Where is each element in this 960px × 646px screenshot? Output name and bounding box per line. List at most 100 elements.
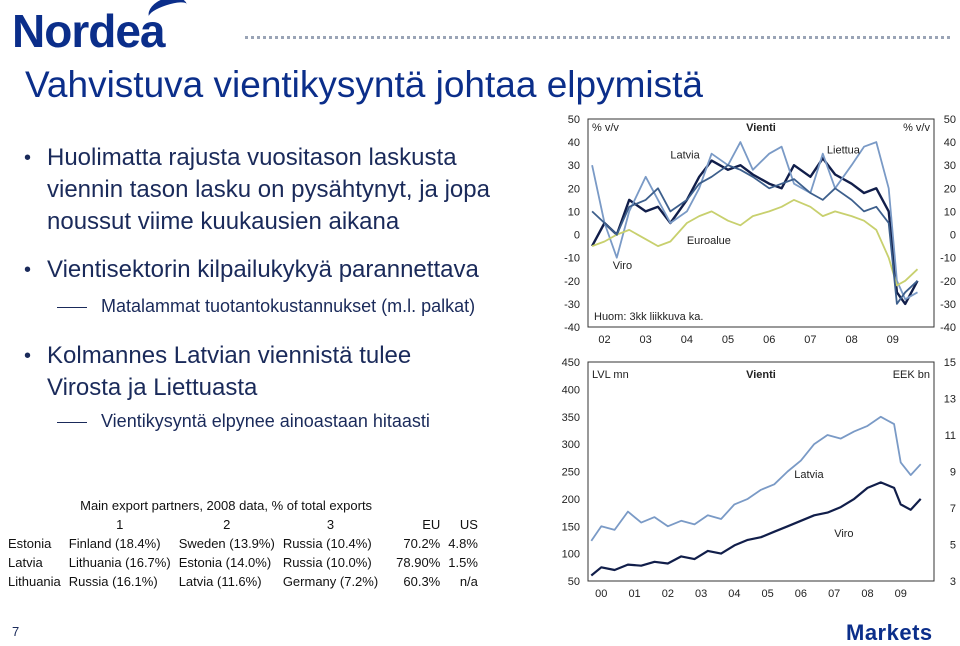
table-cell: Estonia (14.0%)	[178, 555, 272, 570]
table-header: 3	[326, 517, 335, 532]
chart1-ytick-left: 40	[568, 137, 580, 149]
chart1-series-label: Euroalue	[687, 235, 731, 247]
chart2-ytick-right: 3	[950, 576, 956, 588]
header-divider	[245, 36, 950, 39]
table-row: Lithuania Russia (16.1%) Latvia (11.6%) …	[4, 572, 482, 591]
chart1-series-label: Viro	[613, 260, 632, 272]
chart1-ytick-right: 20	[944, 183, 956, 195]
table-cell: 4.8%	[448, 536, 478, 551]
chart2-xtick: 04	[728, 588, 740, 600]
chart1-xtick: 08	[845, 334, 857, 346]
chart1-ytick-right: -10	[940, 253, 956, 265]
table-header: 2	[223, 517, 231, 532]
chart1-ytick-right: -20	[940, 276, 956, 288]
bullet-dot-icon: •	[24, 147, 32, 169]
chart1-ylabel-left: % v/v	[592, 122, 619, 134]
chart1-ytick-left: -10	[564, 253, 580, 265]
chart2-ytick-left: 250	[562, 467, 580, 479]
table-header: US	[459, 517, 478, 532]
chart1-title: Vienti	[746, 122, 776, 134]
chart2-ytick-left: 150	[562, 521, 580, 533]
chart2-xtick: 05	[762, 588, 774, 600]
table-cell: Russia (10.0%)	[282, 555, 372, 570]
chart1-ytick-left: -20	[564, 276, 580, 288]
chart2-series-label: Latvia	[794, 469, 824, 481]
chart2-xtick: 01	[628, 588, 640, 600]
table-cell: Latvia (11.6%)	[178, 574, 262, 589]
table-cell: 1.5%	[448, 555, 478, 570]
chart2-xtick: 09	[895, 588, 907, 600]
chart1-xtick: 02	[598, 334, 610, 346]
chart1-xtick: 04	[681, 334, 693, 346]
table-cell: Russia (10.4%)	[282, 536, 372, 551]
chart1-ytick-left: 20	[568, 183, 580, 195]
chart1-xtick: 09	[887, 334, 899, 346]
chart1-series-latvia	[591, 157, 919, 306]
bullet-2: • Vientisektorin kilpailukykyä parannetta…	[24, 254, 537, 286]
table-header: EU	[422, 517, 441, 532]
chart2-ylabel-right: EEK bn	[893, 369, 930, 381]
bullet-3-sub: Vientikysyntä elpynee ainoastaan hitaast…	[57, 411, 430, 432]
chart2-ytick-left: 100	[562, 549, 580, 561]
slide-title: Vahvistuva vientikysyntä johtaa elpymist…	[25, 64, 703, 105]
chart1-ytick-left: -40	[564, 322, 580, 334]
nordea-logo: Nordea	[12, 0, 192, 58]
table-cell: 70.2%	[403, 536, 441, 551]
chart1-ytick-right: 50	[944, 114, 956, 126]
chart1-ytick-left: 0	[574, 230, 580, 242]
page-number: 7	[12, 624, 20, 639]
chart2-ytick-left: 350	[562, 412, 580, 424]
table-cell: 78.90%	[396, 555, 441, 570]
chart2-ytick-right: 7	[950, 503, 956, 515]
chart1-ytick-right: 0	[950, 230, 956, 242]
chart1-ylabel-right: % v/v	[903, 122, 930, 134]
dash-icon	[57, 306, 87, 308]
table-cell: 60.3%	[403, 574, 441, 589]
chart1-ytick-left: 30	[568, 160, 580, 172]
chart2-ytick-left: 200	[562, 494, 580, 506]
chart2-xtick: 07	[828, 588, 840, 600]
chart1-ytick-left: -30	[564, 299, 580, 311]
chart1-xtick: 07	[804, 334, 816, 346]
chart1-xtick: 05	[722, 334, 734, 346]
chart2-ytick-right: 5	[950, 540, 956, 552]
chart2-series-viro	[590, 415, 922, 542]
chart1-ytick-left: 10	[568, 206, 580, 218]
chart1-series-label: Liettua	[827, 145, 861, 157]
chart2-xtick: 03	[695, 588, 707, 600]
chart2-ytick-left: 50	[568, 576, 580, 588]
chart2-xtick: 08	[861, 588, 873, 600]
export-partners-table: Main export partners, 2008 data, % of to…	[4, 496, 482, 591]
table-cell: Lithuania	[8, 574, 61, 589]
markets-brand: Markets	[846, 620, 933, 645]
chart1-note: Huom: 3kk liikkuva ka.	[594, 311, 703, 323]
table-cell: Lithuania (16.7%)	[68, 555, 171, 570]
chart2-ytick-right: 11	[945, 430, 956, 442]
table-cell: Sweden (13.9%)	[178, 536, 275, 551]
chart2-ytick-right: 15	[944, 357, 956, 369]
chart2-series-latvia	[590, 481, 922, 577]
table-caption: Main export partners, 2008 data, % of to…	[80, 498, 373, 513]
chart1-ytick-right: -40	[940, 322, 956, 334]
chart2-xtick: 06	[795, 588, 807, 600]
chart1-frame	[587, 118, 935, 328]
table-header: 1	[116, 517, 124, 532]
table-cell: Russia (16.1%)	[68, 574, 158, 589]
chart1-ytick-right: 30	[944, 160, 956, 172]
chart2-title: Vienti	[746, 369, 776, 381]
chart2-ytick-right: 9	[950, 467, 956, 479]
bullet-dot-icon: •	[24, 259, 32, 281]
table-cell: n/a	[459, 574, 478, 589]
table-cell: Estonia	[8, 536, 52, 551]
chart1-series-euroalue	[591, 198, 919, 287]
chart2-ytick-left: 450	[562, 357, 580, 369]
chart2-xtick: 00	[595, 588, 607, 600]
table-row: Estonia Finland (18.4%) Sweden (13.9%) R…	[4, 534, 482, 553]
table-cell: Finland (18.4%)	[68, 536, 161, 551]
chart1-ytick-left: 50	[568, 114, 580, 126]
chart2-frame	[587, 361, 935, 582]
chart1-series-liettua	[591, 141, 918, 301]
table-cell: Germany (7.2%)	[282, 574, 379, 589]
chart2-series-label: Viro	[834, 528, 853, 540]
